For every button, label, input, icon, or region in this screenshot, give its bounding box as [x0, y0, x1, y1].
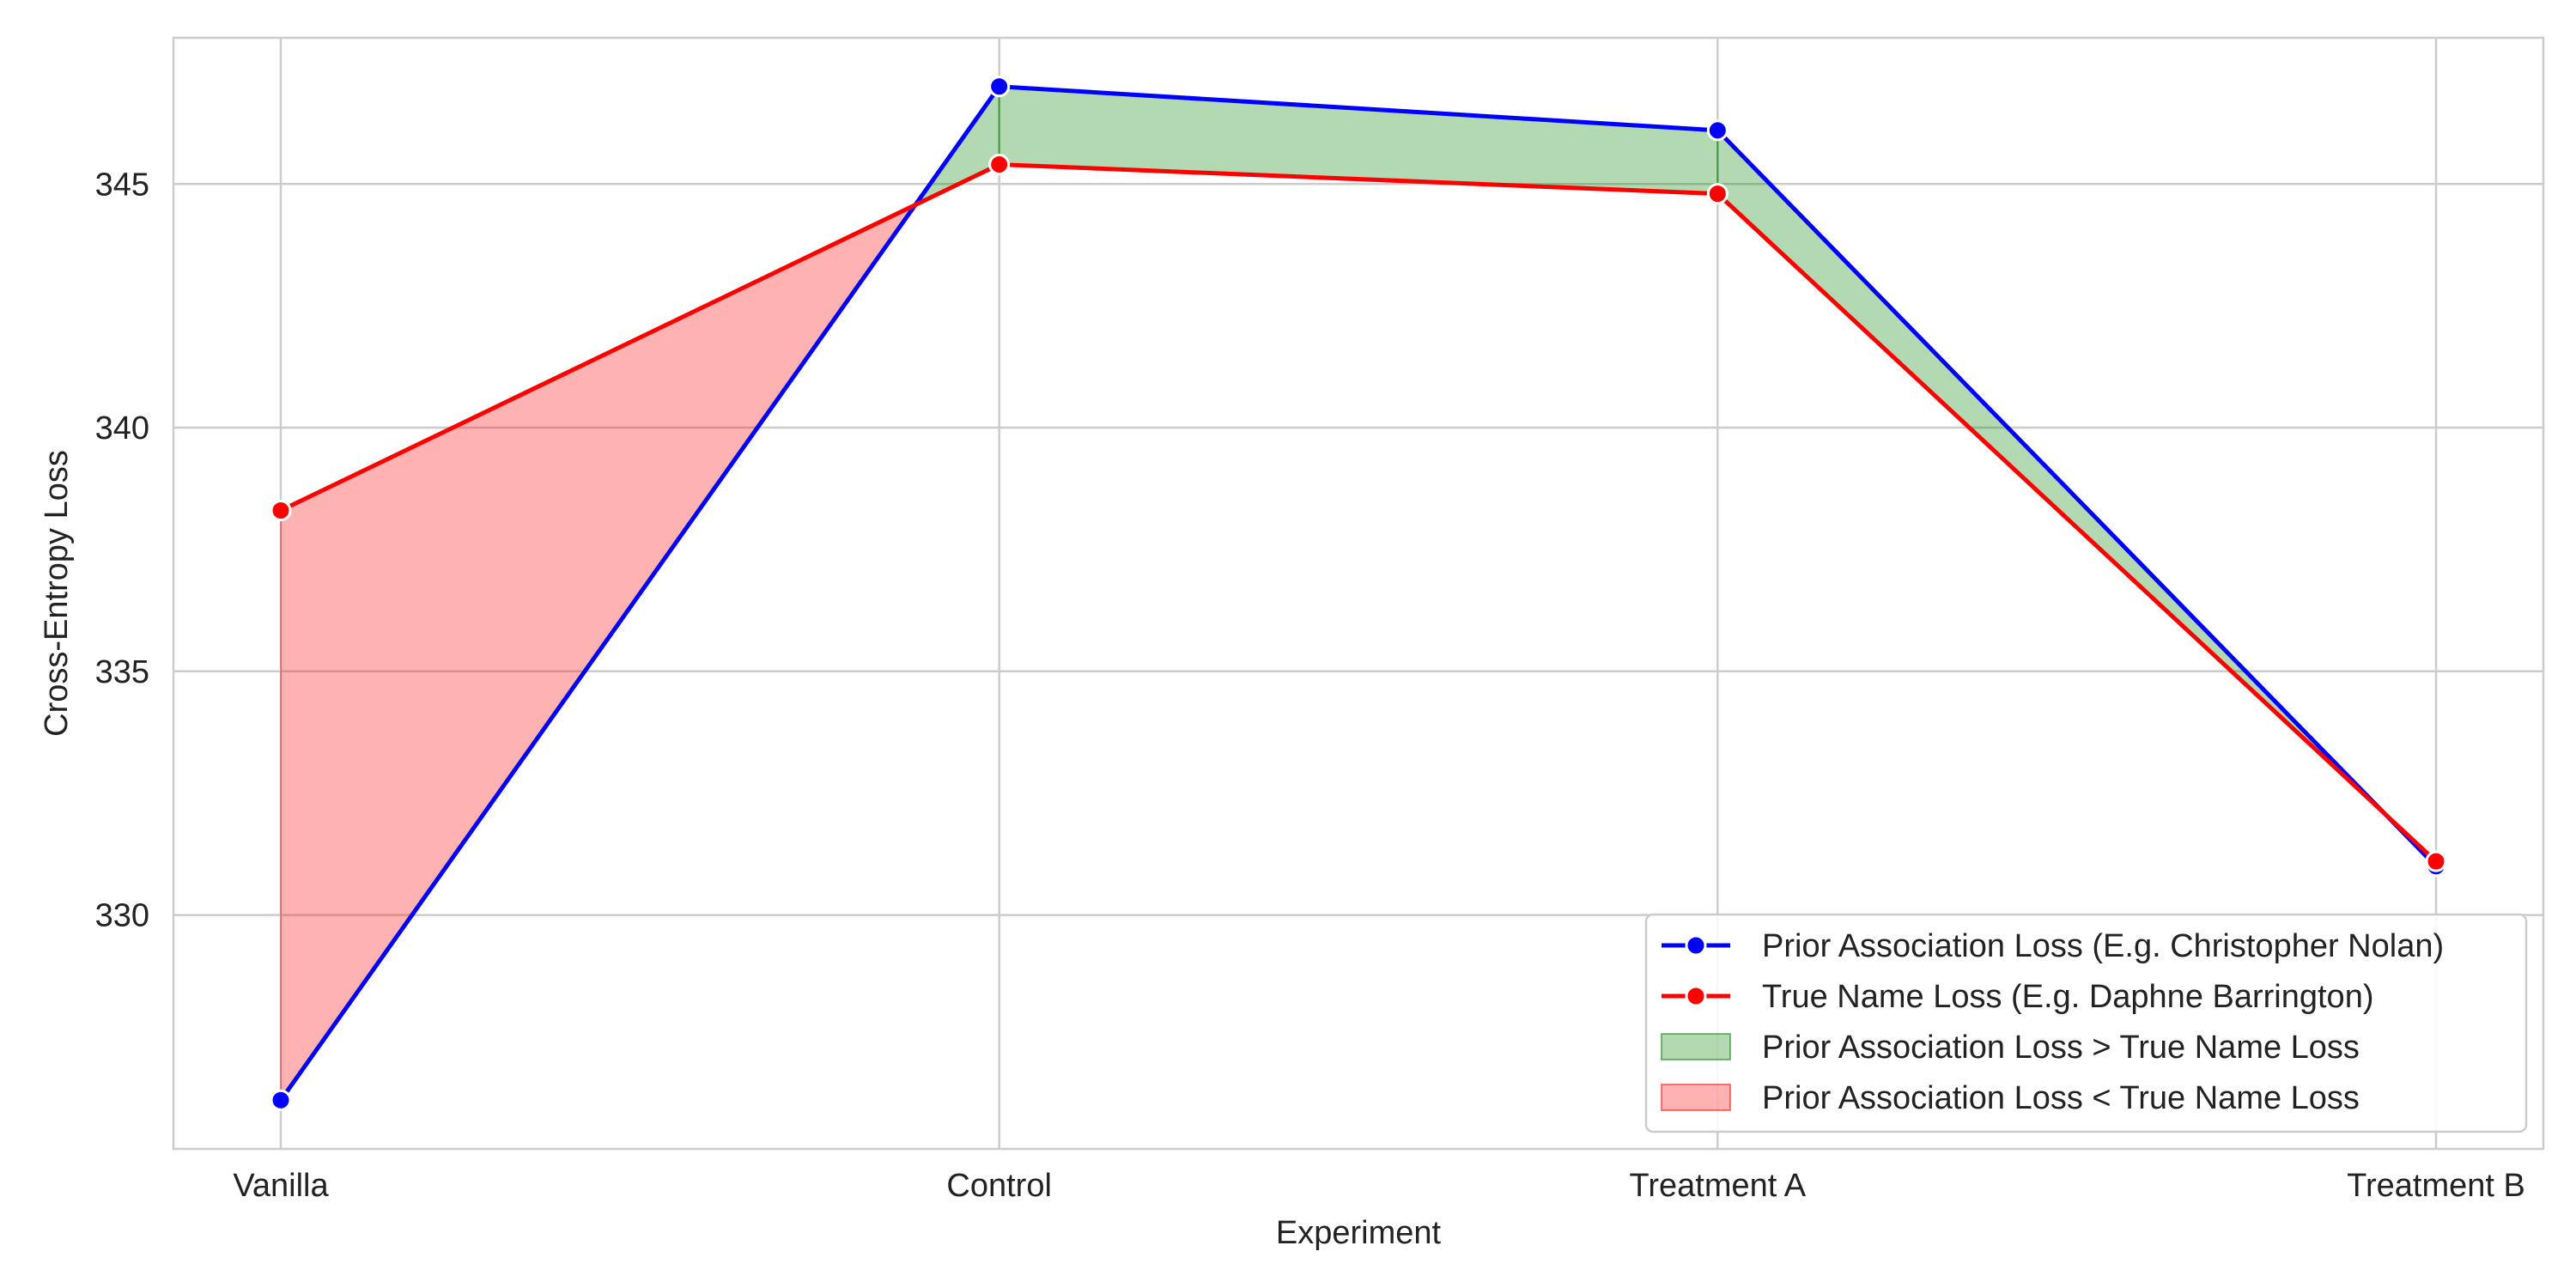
x-tick-label: Treatment B [2347, 1168, 2525, 1204]
series-line [278, 84, 2439, 1103]
tick-labels: Vanilla Control Treatment A Treatment B 330 3… [95, 167, 2525, 1204]
data-point-marker [1706, 119, 1728, 142]
y-tick-label: 340 [95, 410, 149, 447]
series-markers [270, 76, 2447, 1111]
legend-label: Prior Association Loss > True Name Loss [1762, 1030, 2360, 1066]
legend-box [1644, 913, 2528, 1133]
x-tick-label: Treatment A [1630, 1168, 1807, 1204]
legend-marker-swatch [1685, 934, 1707, 957]
x-tick-label: Vanilla [233, 1168, 329, 1204]
data-point-marker [270, 500, 292, 522]
legend-marker-swatch [1685, 985, 1707, 1007]
legend-label: Prior Association Loss (E.g. Christopher… [1762, 928, 2444, 964]
y-tick-label: 345 [95, 167, 149, 203]
x-tick-label: Control [946, 1168, 1052, 1204]
legend-label: True Name Loss (E.g. Daphne Barrington) [1762, 979, 2373, 1015]
y-tick-label: 330 [95, 898, 149, 934]
series-line [278, 162, 2439, 864]
grid-lines [173, 38, 2543, 1149]
plot-frame [172, 36, 2545, 1151]
legend: Prior Association Loss (E.g. Christopher… [1644, 913, 2528, 1133]
x-axis-title: Experiment [1276, 1215, 1442, 1251]
y-axis-title: Cross-Entropy Loss [39, 450, 75, 737]
data-point-marker [988, 154, 1011, 176]
data-point-marker [1706, 183, 1728, 205]
data-point-marker [988, 76, 1011, 98]
y-tick-label: 335 [95, 654, 149, 690]
data-point-marker [2425, 850, 2447, 872]
legend-fill-swatch [1661, 1033, 1731, 1060]
legend-fill-swatch [1661, 1084, 1731, 1111]
series-lines [278, 84, 2439, 1103]
data-point-marker [270, 1089, 292, 1111]
legend-label: Prior Association Loss < True Name Loss [1762, 1080, 2360, 1116]
